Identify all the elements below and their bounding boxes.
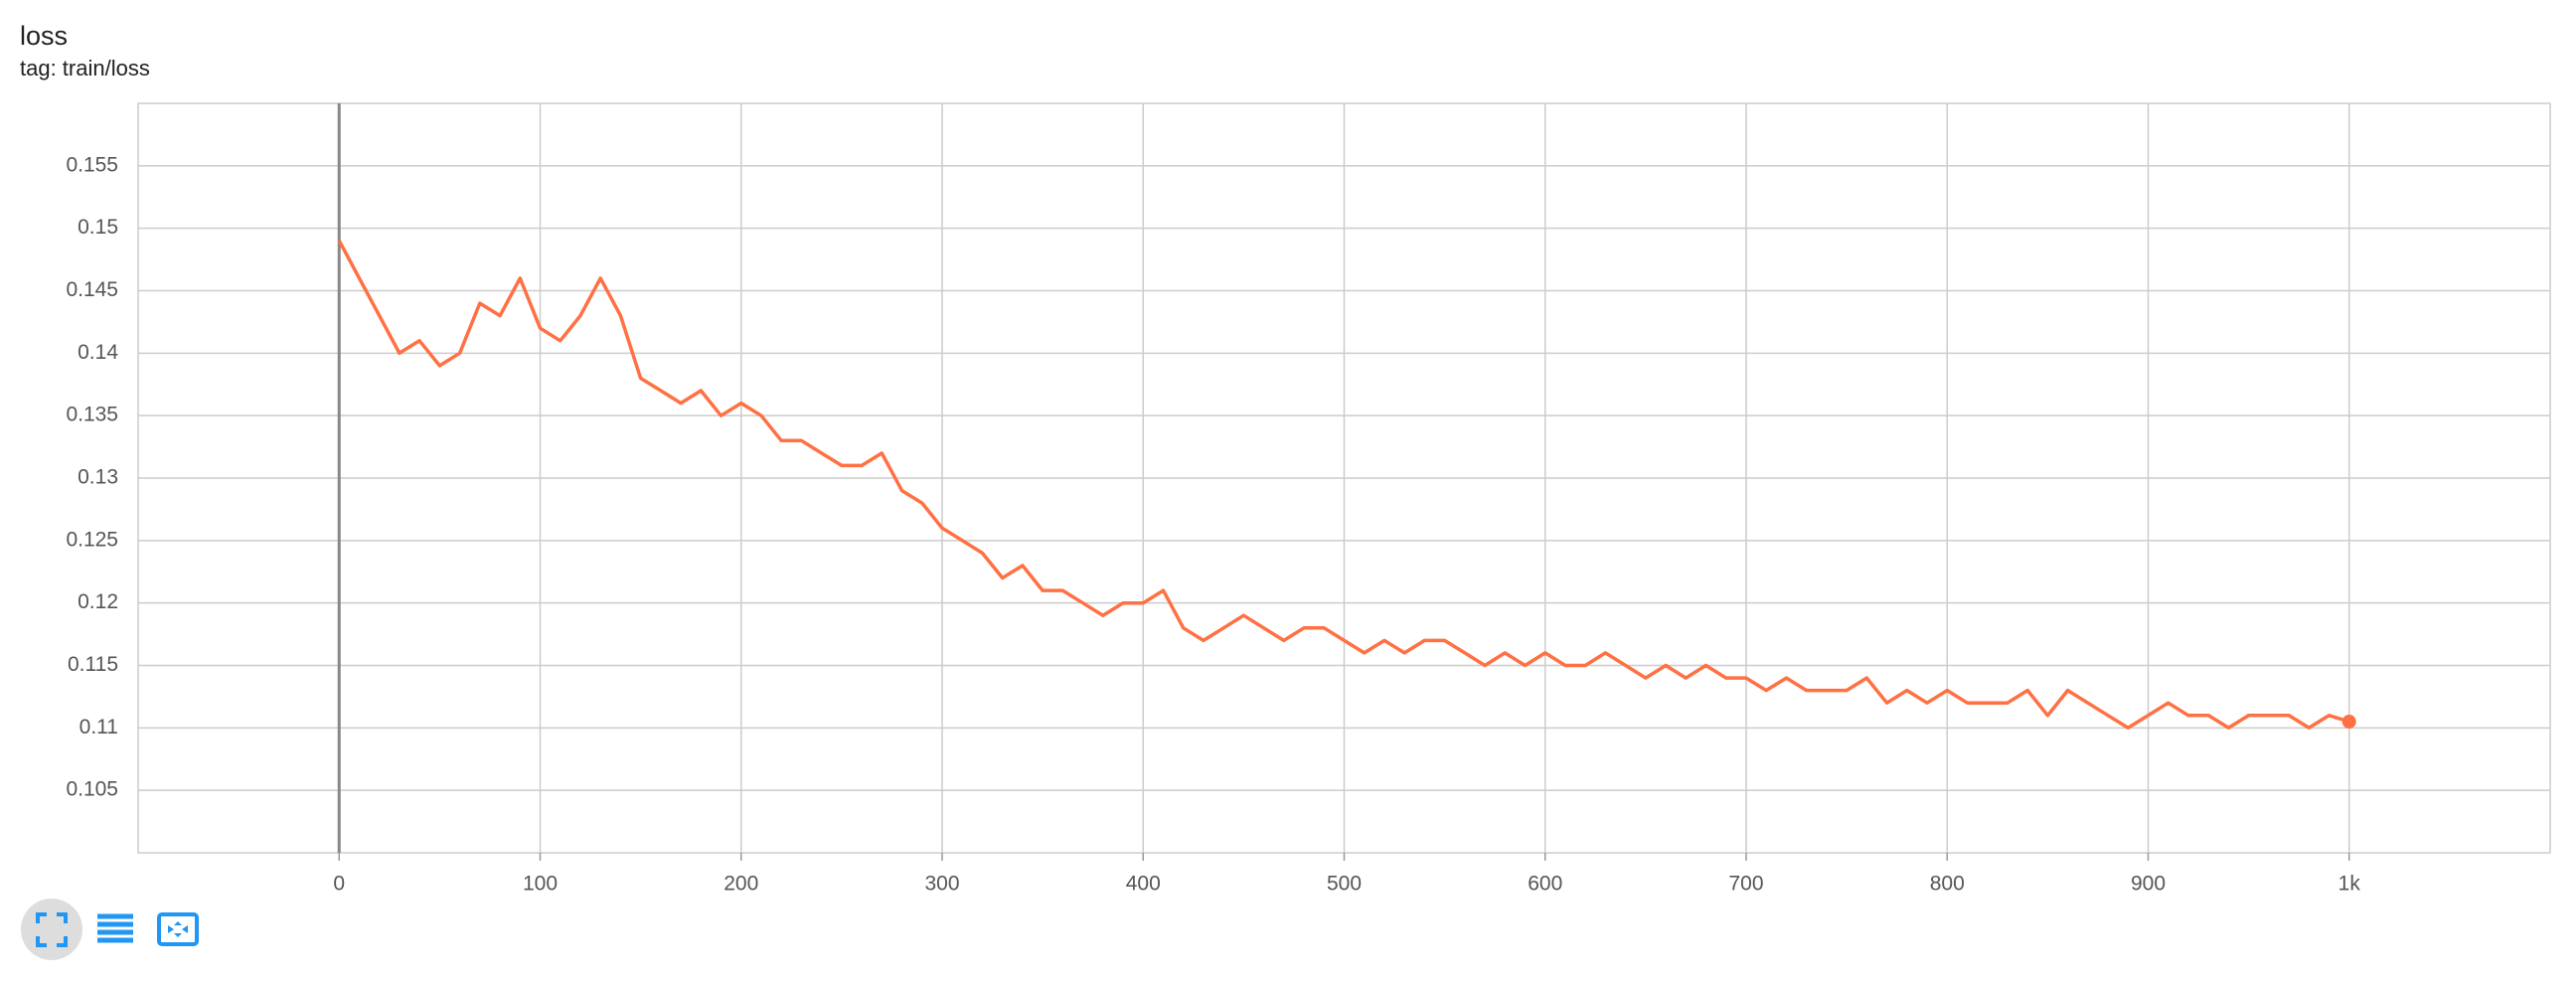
y-tick-label: 0.105	[66, 778, 118, 801]
toggle-log-button[interactable]	[97, 913, 133, 943]
y-tick-label: 0.11	[80, 716, 118, 738]
icon	[157, 912, 199, 946]
loss-line	[337, 240, 2350, 731]
fit-domain-button[interactable]	[21, 899, 82, 960]
x-tick-label: 100	[523, 873, 558, 896]
y-tick-label: 0.15	[78, 216, 118, 239]
y-tick-label: 0.12	[78, 590, 118, 613]
x-tick-label: 1k	[2338, 873, 2361, 896]
icon	[36, 912, 68, 947]
y-tick-label: 0.125	[66, 528, 118, 551]
y-tick-label: 0.13	[78, 466, 118, 489]
y-tick-label: 0.145	[66, 278, 118, 301]
x-tick-label: 600	[1528, 873, 1562, 896]
expand-button[interactable]	[157, 912, 199, 946]
x-tick-label: 700	[1728, 873, 1763, 896]
y-tick-label: 0.155	[66, 153, 118, 176]
y-tick-label: 0.115	[68, 653, 118, 676]
last-point	[2341, 715, 2356, 730]
x-tick-label: 0	[333, 873, 345, 896]
x-tick-label: 900	[2131, 873, 2166, 896]
icon	[97, 913, 133, 943]
x-tick-label: 400	[1126, 873, 1161, 896]
chart-title: loss	[20, 21, 68, 51]
plot-area: 0.105 0.11 0.115 0.12 0.125 0.13 0.135 0.14 0.14…	[66, 102, 2551, 896]
x-tick-label: 800	[1930, 873, 1965, 896]
y-tick-label: 0.14	[78, 341, 118, 364]
chart-subtitle: tag: train/loss	[20, 56, 150, 81]
button-bg	[21, 899, 82, 960]
x-tick-label: 300	[924, 873, 959, 896]
x-tick-label: 200	[724, 873, 758, 896]
y-tick-label: 0.135	[66, 404, 118, 426]
x-tick-label: 500	[1327, 873, 1362, 896]
icon	[168, 921, 188, 937]
